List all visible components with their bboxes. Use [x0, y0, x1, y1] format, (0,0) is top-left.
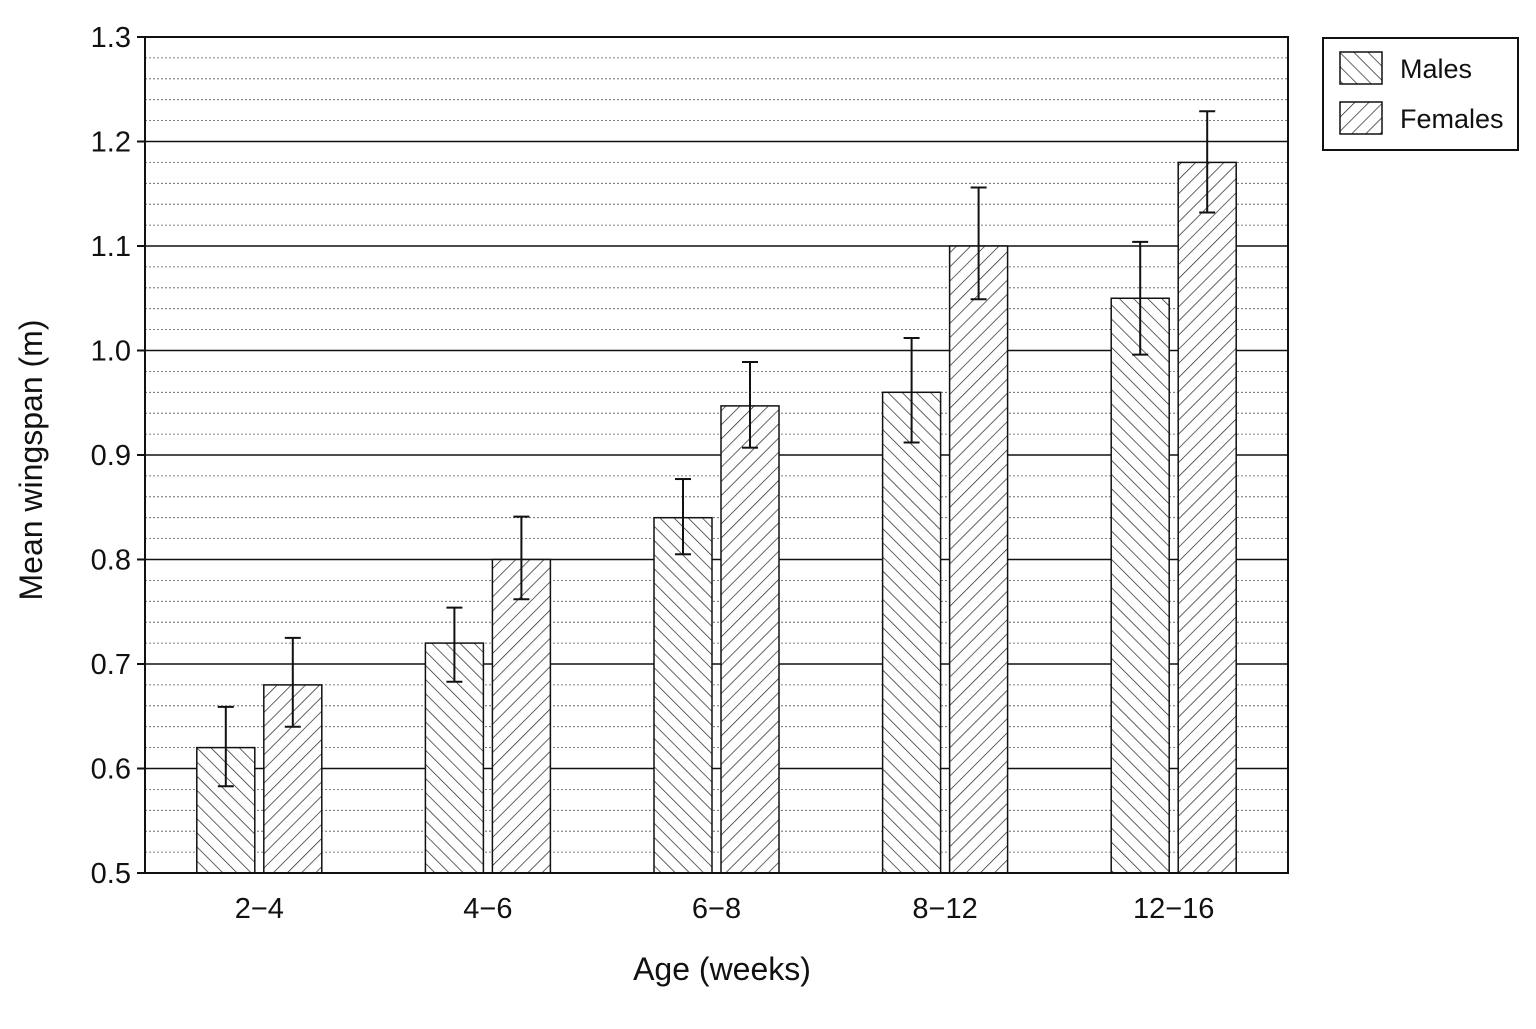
error-bar-males: [903, 336, 920, 444]
gridlines: [145, 57, 1288, 853]
bar-males: [653, 516, 713, 874]
x-tick-label: 8−12: [912, 893, 977, 925]
error-bar-females: [1199, 110, 1216, 214]
bar-males: [1110, 297, 1170, 874]
y-tick-label: 1.3: [91, 22, 131, 54]
x-axis-ticks: 2−4 4−6 6−8 8−12 12−16: [235, 893, 1215, 925]
legend-label-females: Females: [1400, 104, 1504, 134]
x-tick-label: 12−16: [1133, 893, 1214, 925]
y-tick-label: 0.7: [91, 649, 131, 681]
y-tick-label: 1.0: [91, 336, 131, 368]
x-tick-label: 2−4: [235, 893, 284, 925]
legend: Males Females: [1322, 37, 1519, 151]
y-axis-ticks: 0.5 0.6 0.7 0.8 0.9 1.0 1.1 1.2 1.3: [91, 22, 145, 890]
error-bar-males: [217, 705, 234, 788]
y-tick-label: 0.8: [91, 545, 131, 577]
error-bars: [217, 110, 1216, 788]
error-bar-males: [1132, 240, 1149, 356]
error-bar-females: [970, 186, 987, 301]
bar-males: [881, 391, 942, 874]
x-tick-label: 6−8: [692, 893, 741, 925]
bar-females: [720, 405, 780, 874]
x-tick-label: 4−6: [463, 893, 512, 925]
y-tick-label: 1.2: [91, 127, 131, 159]
bar-females: [948, 245, 1009, 874]
legend-swatch-males: [1339, 51, 1383, 85]
error-bar-males: [675, 478, 691, 556]
x-axis-title: Age (weeks): [633, 951, 811, 987]
bars: [196, 161, 1237, 874]
bar-females: [491, 558, 552, 874]
y-tick-label: 0.5: [91, 858, 131, 890]
y-tick-label: 1.1: [91, 231, 131, 263]
error-bar-females: [742, 360, 758, 449]
y-tick-label: 0.6: [91, 754, 131, 786]
error-bar-males: [446, 606, 463, 683]
legend-swatch-females: [1339, 101, 1383, 135]
legend-label-males: Males: [1400, 54, 1472, 84]
error-bar-females: [284, 636, 301, 728]
y-tick-label: 0.9: [91, 440, 131, 472]
y-axis-title: Mean wingspan (m): [13, 320, 49, 601]
bar-females: [1177, 161, 1237, 874]
error-bar-females: [513, 515, 530, 601]
